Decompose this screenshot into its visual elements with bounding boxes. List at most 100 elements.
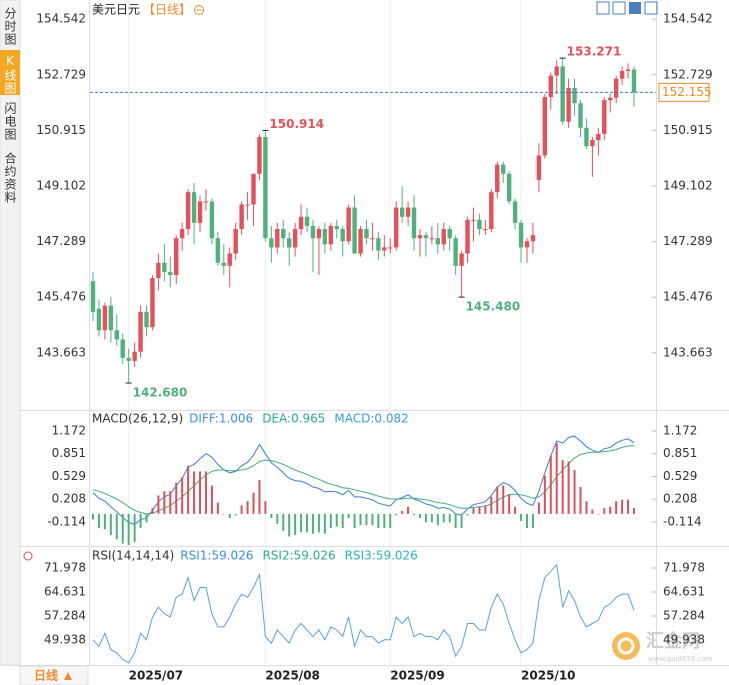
candle-body — [405, 207, 411, 217]
candle-body — [328, 225, 334, 245]
macd-bar — [377, 513, 380, 529]
candle-body — [150, 278, 155, 328]
y-tick-label: 0.208 — [52, 492, 86, 506]
candle-body — [364, 229, 369, 239]
y-tick-label: 64.631 — [663, 585, 705, 599]
legend-entry: RSI3:59.026 — [345, 549, 418, 563]
y-tick-label: 71.978 — [663, 561, 705, 575]
watermark-name: 汇金网 — [646, 630, 700, 652]
legend-entry: RSI2:59.026 — [262, 549, 335, 563]
sidebar-tab[interactable]: 闪电图 — [3, 102, 17, 141]
y-tick-label: 145.476 — [663, 290, 713, 304]
macd-bar — [252, 492, 255, 514]
candle-body — [203, 201, 209, 203]
candle-body — [388, 247, 393, 249]
macd-bar — [157, 495, 160, 514]
candle-body — [292, 229, 298, 248]
period-button-label[interactable]: 日线 — [34, 668, 58, 683]
macd-bar — [306, 513, 309, 533]
candle-body — [602, 100, 607, 134]
macd-bar — [442, 513, 445, 523]
candle-body — [120, 339, 125, 358]
candle-body — [411, 207, 417, 239]
macd-bar — [430, 513, 433, 523]
candle-body — [90, 281, 96, 312]
macd-bar — [537, 502, 540, 514]
macd-bar — [383, 513, 386, 529]
candle-body — [221, 262, 226, 266]
macd-bar — [460, 513, 463, 529]
y-tick-label: 154.542 — [36, 12, 86, 26]
candle-body — [560, 66, 565, 122]
macd-bar — [199, 471, 202, 514]
macd-bar — [389, 513, 392, 529]
macd-bar — [365, 513, 368, 526]
candle-body — [102, 305, 108, 331]
candle-body — [209, 201, 215, 239]
macd-bar — [341, 513, 344, 529]
sidebar-tab[interactable]: 分时图 — [3, 7, 17, 46]
candle-body — [316, 229, 322, 239]
macd-bar — [407, 506, 410, 514]
macd-bar — [401, 511, 404, 514]
y-tick-label: 64.631 — [44, 585, 86, 599]
candle-body — [162, 262, 167, 272]
legend-entry: DEA:0.965 — [262, 412, 325, 426]
y-tick-label: 71.978 — [44, 561, 86, 575]
tool-icon[interactable] — [644, 1, 658, 15]
toolbar[interactable] — [596, 1, 658, 15]
y-tick-label: 0.529 — [52, 469, 86, 483]
zoom-icon[interactable] — [194, 5, 205, 15]
candle-body — [281, 229, 286, 239]
watermark-logo-ring — [617, 637, 635, 655]
y-tick-label: 150.915 — [663, 123, 713, 137]
tool-icon[interactable] — [629, 2, 641, 14]
macd-bar — [359, 513, 362, 526]
candle-body — [286, 238, 292, 248]
macd-bar — [329, 513, 332, 529]
period-button[interactable] — [19, 665, 89, 685]
candle-body — [114, 330, 119, 340]
candle-body — [453, 238, 458, 266]
macd-bar — [121, 513, 124, 544]
macd-bar — [222, 513, 225, 515]
extreme-label: 153.271 — [567, 45, 622, 59]
candle-body — [197, 201, 203, 223]
sidebar-tab[interactable]: 合约资料 — [3, 151, 17, 204]
macd-bar — [187, 465, 190, 514]
y-tick-label: 57.284 — [44, 609, 86, 623]
sidebar-tab[interactable]: K线图 — [3, 54, 17, 95]
candle-body — [334, 225, 339, 230]
candle-body — [447, 229, 452, 239]
tool-icon[interactable] — [596, 1, 610, 15]
macd-bar — [633, 508, 635, 514]
last-price-box — [658, 82, 710, 102]
macd-bar — [413, 513, 416, 516]
candle-body — [346, 207, 351, 242]
candle-body — [239, 204, 244, 230]
macd-bar — [472, 508, 475, 514]
macd-bar — [615, 501, 618, 514]
macd-bar — [92, 513, 94, 520]
macd-bar — [175, 482, 178, 514]
instrument-title: 美元日元 — [92, 3, 140, 17]
settings-icon[interactable] — [23, 551, 33, 561]
macd-bar — [508, 494, 511, 514]
candle-body — [263, 136, 268, 239]
candle-body — [578, 103, 583, 128]
candle-body — [417, 235, 423, 239]
macd-bar — [133, 513, 136, 543]
macd-bar — [573, 470, 576, 514]
candle-body — [495, 164, 500, 193]
candle-body — [465, 219, 470, 254]
y-tick-label: 49.938 — [44, 633, 86, 647]
macd-bar — [300, 513, 303, 533]
candle-body — [501, 164, 506, 174]
candle-body — [96, 308, 102, 331]
macd-bar — [490, 496, 493, 514]
indicator-title: RSI(14,14,14) — [92, 549, 174, 563]
period-arrow[interactable] — [64, 672, 72, 680]
last-price-label: 152.155 — [662, 85, 712, 99]
macd-bar — [525, 513, 528, 529]
tool-icon[interactable] — [612, 1, 626, 15]
